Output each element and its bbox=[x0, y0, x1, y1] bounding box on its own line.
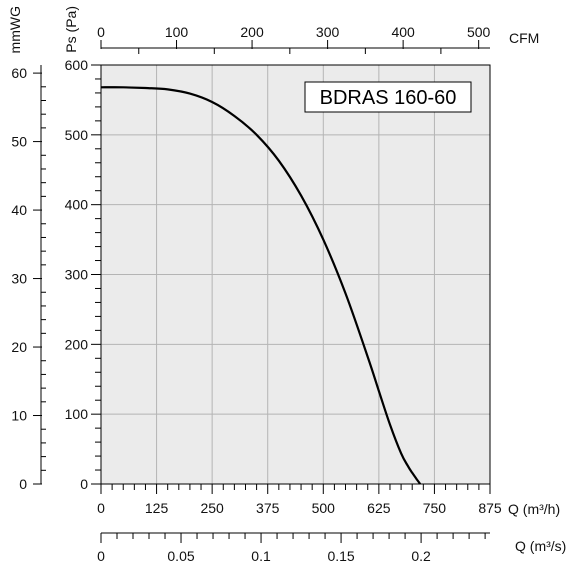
chart-title-box bbox=[304, 81, 472, 113]
mmwg-tick-label: 60 bbox=[11, 65, 27, 81]
x-axis-label-m3s: Q (m³/s) bbox=[515, 538, 566, 554]
x-tick-label: 500 bbox=[312, 500, 336, 516]
mmwg-tick-label: 10 bbox=[11, 408, 27, 424]
y-tick-label: 100 bbox=[65, 406, 89, 422]
y-axis-label-pa: Ps (Pa) bbox=[63, 6, 79, 53]
y-axis-label-mmwg: mmWG bbox=[7, 6, 23, 53]
x-tick-label: 375 bbox=[256, 500, 280, 516]
grid-lines bbox=[101, 65, 490, 484]
curve-line bbox=[100, 86, 422, 485]
cfm-tick-label: 0 bbox=[97, 24, 105, 40]
x-tick-label: 250 bbox=[200, 500, 224, 516]
x-tick-label: 0 bbox=[97, 500, 105, 516]
y-tick-label: 600 bbox=[65, 57, 89, 73]
chart-title: BDRAS 160-60 bbox=[320, 87, 457, 109]
m3s-tick-label: 0 bbox=[97, 548, 105, 564]
mmwg-tick-label: 30 bbox=[11, 271, 27, 287]
cfm-tick-label: 100 bbox=[165, 24, 189, 40]
m3s-tick-label: 0.05 bbox=[167, 548, 194, 564]
m3s-tick-label: 0.2 bbox=[411, 548, 431, 564]
mmwg-tick-label: 50 bbox=[11, 134, 27, 150]
cfm-tick-label: 500 bbox=[467, 24, 491, 40]
cfm-tick-label: 400 bbox=[391, 24, 415, 40]
x-tick-label: 750 bbox=[423, 500, 447, 516]
cfm-tick-label: 300 bbox=[316, 24, 340, 40]
mmwg-tick-label: 0 bbox=[19, 476, 27, 492]
x-tick-label: 125 bbox=[145, 500, 169, 516]
y-tick-label: 300 bbox=[65, 267, 89, 283]
mmwg-tick-label: 40 bbox=[11, 202, 27, 218]
x-axis-label-m3h: Q (m³/h) bbox=[508, 501, 560, 517]
x-tick-label: 625 bbox=[367, 500, 391, 516]
top-axis-label-cfm: CFM bbox=[509, 30, 539, 46]
mmwg-tick-label: 20 bbox=[11, 339, 27, 355]
x-tick-label: 875 bbox=[478, 500, 502, 516]
y-tick-label: 0 bbox=[80, 476, 88, 492]
y-tick-label: 200 bbox=[65, 336, 89, 352]
cfm-tick-label: 200 bbox=[240, 24, 264, 40]
y-tick-label: 500 bbox=[65, 127, 89, 143]
m3s-tick-label: 0.15 bbox=[327, 548, 354, 564]
m3s-tick-label: 0.1 bbox=[251, 548, 271, 564]
y-tick-label: 400 bbox=[65, 197, 89, 213]
axes: 0 125 250 375 500 625 750 875010020030040050060… bbox=[11, 24, 501, 564]
